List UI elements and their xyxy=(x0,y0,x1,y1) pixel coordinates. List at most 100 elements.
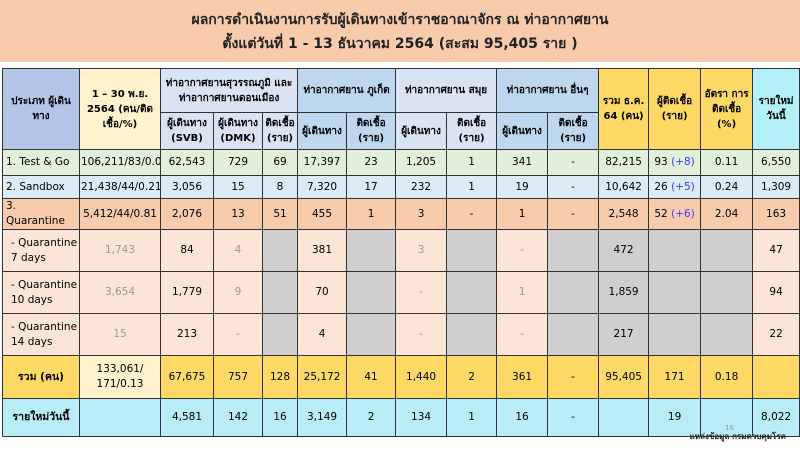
cell-label: 1. Test & Go xyxy=(2,149,80,176)
cell-oth: - xyxy=(496,229,549,272)
total-row: รวม (คน) 133,061/ 171/0.13 67,675 757 12… xyxy=(2,355,800,399)
cell-svb: 3,056 xyxy=(160,175,214,199)
cell-usm: 1,205 xyxy=(395,149,448,176)
cell-oth-inf: - xyxy=(547,198,600,230)
cell-hkt: 25,172 xyxy=(297,355,348,399)
cell-nov: 5,412/44/0.81 xyxy=(79,198,161,230)
header-hkt: ผู้เดินทาง xyxy=(297,112,348,150)
cell-nov: 133,061/ 171/0.13 xyxy=(79,355,161,399)
cell-infected: 26 (+5) xyxy=(648,175,702,199)
cell-dmk: 757 xyxy=(213,355,263,399)
cell-usm: 1,440 xyxy=(395,355,448,399)
cell-total: 10,642 xyxy=(598,175,650,199)
cell-usm-inf: 1 xyxy=(446,149,498,176)
cell-oth-inf: - xyxy=(547,175,600,199)
cell-infected xyxy=(648,229,702,272)
cell-total: 95,405 xyxy=(598,355,650,399)
cell-dmk: 4 xyxy=(213,229,263,272)
cell-label: รวม (คน) xyxy=(2,355,80,399)
cell-oth-inf: - xyxy=(547,398,600,437)
infected-count: 52 xyxy=(654,207,668,220)
cell-hkt-inf: 41 xyxy=(346,355,397,399)
cell-infected: 171 xyxy=(648,355,702,399)
cell-usm-inf xyxy=(446,229,498,272)
cell-svb: 2,076 xyxy=(160,198,214,230)
header-dmk: ผู้เดินทาง (DMK) xyxy=(213,112,263,150)
cell-nov xyxy=(79,398,161,437)
infected-count: 26 xyxy=(654,180,668,193)
cell-oth: 19 xyxy=(496,175,549,199)
header-phuket: ท่าอากาศยาน ภูเก็ต xyxy=(297,68,397,113)
cell-usm: 232 xyxy=(395,175,448,199)
cell-hkt: 17,397 xyxy=(297,149,348,176)
cell-total: 1,859 xyxy=(598,271,650,314)
cell-oth: 1 xyxy=(496,271,549,314)
header-new-today: รายใหม่ วันนี้ xyxy=(752,68,800,150)
cell-svb: 213 xyxy=(160,313,214,356)
header-nov: 1 – 30 พ.ย. 2564 (คน/ติดเชื้อ/%) xyxy=(79,68,161,150)
cell-oth-inf xyxy=(547,313,600,356)
cell-rate: 0.24 xyxy=(700,175,754,199)
cell-bkk-inf: 128 xyxy=(261,355,299,399)
header-type: ประเภท ผู้เดินทาง xyxy=(2,68,80,150)
cell-new: 8,022 xyxy=(752,398,800,437)
header-total-dec: รวม ธ.ค. 64 (คน) xyxy=(598,68,650,150)
header-bkk-inf: ติดเชื้อ (ราย) xyxy=(261,112,299,150)
cell-usm-inf: 1 xyxy=(446,175,498,199)
cell-bkk-inf xyxy=(261,313,299,356)
cell-oth-inf: - xyxy=(547,149,600,176)
table-row: 1. Test & Go 106,211/83/0.08 62,543 729 69 17… xyxy=(2,149,800,176)
cell-total: 2,548 xyxy=(598,198,650,230)
cell-hkt: 70 xyxy=(297,271,348,314)
cell-new: 47 xyxy=(752,229,800,272)
cell-hkt-inf: 23 xyxy=(346,149,397,176)
cell-oth: - xyxy=(496,313,549,356)
cell-hkt: 381 xyxy=(297,229,348,272)
header-hkt-inf: ติดเชื้อ (ราย) xyxy=(346,112,397,150)
cell-infected xyxy=(648,313,702,356)
cell-oth: 16 xyxy=(496,398,549,437)
page-number: 16 xyxy=(725,424,734,432)
cell-new: 1,309 xyxy=(752,175,800,199)
header-oth: ผู้เดินทาง xyxy=(496,112,549,150)
cell-infected: 93 (+8) xyxy=(648,149,702,176)
cell-hkt-inf xyxy=(346,229,397,272)
cell-hkt-inf xyxy=(346,271,397,314)
table-row: 3. Quarantine 5,412/44/0.81 2,076 13 51 455 1 3… xyxy=(2,198,800,230)
cell-usm: 134 xyxy=(395,398,448,437)
cell-svb: 62,543 xyxy=(160,149,214,176)
title-line1: ผลการดำเนินงานการรับผู้เดินทางเข้าราชอาณ… xyxy=(191,12,609,28)
cell-dmk: 15 xyxy=(213,175,263,199)
cell-bkk-inf: 51 xyxy=(261,198,299,230)
cell-bkk-inf: 69 xyxy=(261,149,299,176)
header-oth-inf: ติดเชื้อ (ราย) xyxy=(547,112,600,150)
cell-oth-inf xyxy=(547,229,600,272)
title-banner: ผลการดำเนินงานการรับผู้เดินทางเข้าราชอาณ… xyxy=(0,0,800,62)
cell-bkk-inf xyxy=(261,271,299,314)
cell-label: 3. Quarantine xyxy=(2,198,80,230)
cell-usm-inf xyxy=(446,271,498,314)
cell-hkt: 4 xyxy=(297,313,348,356)
cell-new xyxy=(752,355,800,399)
cell-nov: 3,654 xyxy=(79,271,161,314)
cell-rate: 0.11 xyxy=(700,149,754,176)
cell-rate xyxy=(700,271,754,314)
header-rate: อัตรา การติดเชื้อ (%) xyxy=(700,68,754,150)
infected-delta: (+8) xyxy=(671,156,695,168)
cell-total: 82,215 xyxy=(598,149,650,176)
infected-count: 93 xyxy=(654,156,668,168)
cell-new: 6,550 xyxy=(752,149,800,176)
cell-svb: 84 xyxy=(160,229,214,272)
cell-new: 22 xyxy=(752,313,800,356)
cell-usm-inf: - xyxy=(446,198,498,230)
header-bkk: ท่าอากาศยานสุวรรณภูมิ และท่าอากาศยานดอนเ… xyxy=(159,68,299,113)
cell-hkt-inf: 1 xyxy=(346,198,397,230)
cell-hkt-inf: 17 xyxy=(346,175,397,199)
table-row: - Quarantine 14 days 15 213-4- -217 22 xyxy=(2,313,800,356)
cell-infected xyxy=(648,271,702,314)
cell-rate: 2.04 xyxy=(700,198,754,230)
cell-infected: 52 (+6) xyxy=(648,198,702,230)
header-svb: ผู้เดินทาง (SVB) xyxy=(160,112,214,150)
cell-total xyxy=(598,398,650,437)
cell-oth: 341 xyxy=(496,149,549,176)
